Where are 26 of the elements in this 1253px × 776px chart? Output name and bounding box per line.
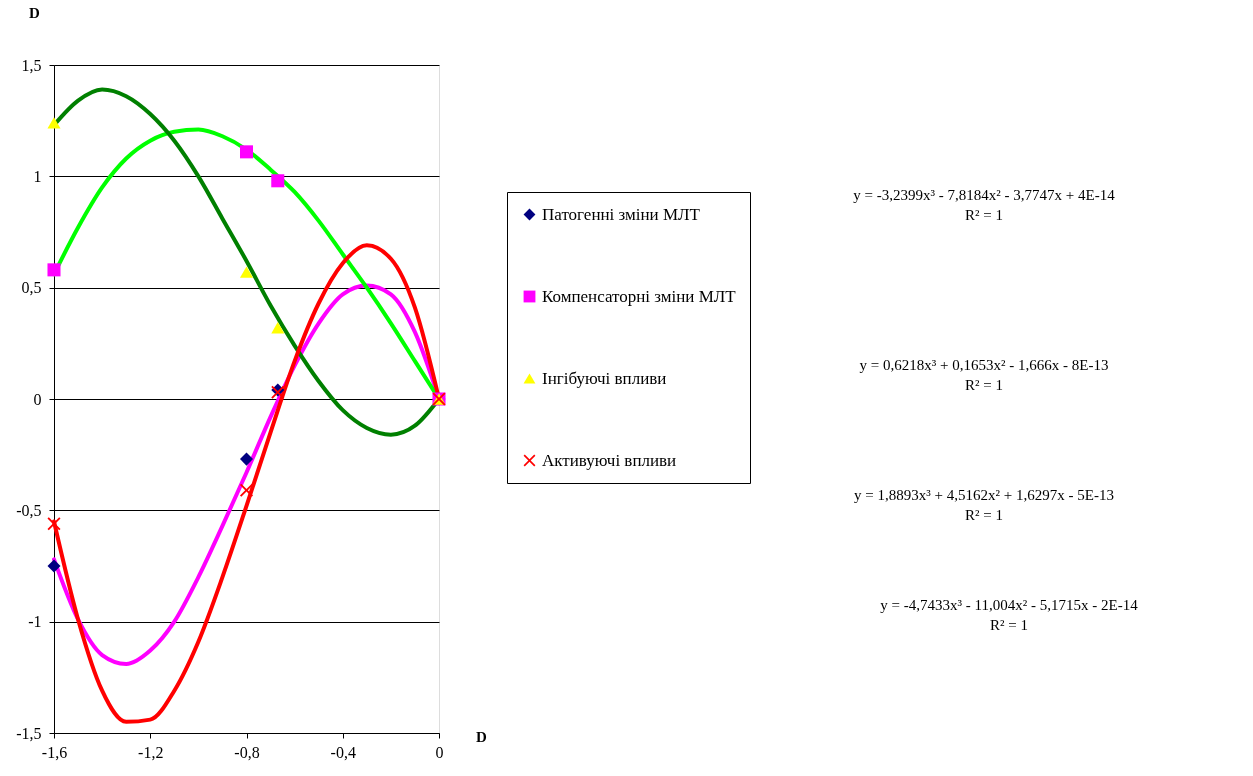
y-tick-label: -1 <box>28 613 42 631</box>
legend-label: Патогенні зміни МЛТ <box>542 204 701 224</box>
x-tick-label: -1,2 <box>138 743 164 761</box>
y-tick-label: 0 <box>33 390 42 408</box>
text: y = 0,6218x³ + 0,1653x² - 1,666x - 8E-13 <box>859 357 1109 373</box>
y-tick-label: 1 <box>33 167 42 185</box>
x-tick-label: 0 <box>435 743 444 761</box>
text: R² = 1 <box>965 507 1003 523</box>
text: R² = 1 <box>965 207 1003 223</box>
text: R² = 1 <box>990 617 1028 633</box>
legend-label: Активуючі впливи <box>542 450 677 470</box>
y-tick-label: 1,5 <box>21 56 42 74</box>
y-tick-label: -0,5 <box>16 501 42 519</box>
legend-label: Інгібуючі впливи <box>542 368 667 388</box>
legend-label: Компенсаторні зміни МЛТ <box>542 286 737 306</box>
text: y = -4,7433x³ - 11,004x² - 5,1715x - 2E-14 <box>880 597 1139 613</box>
x-tick-label: -0,4 <box>330 743 356 761</box>
y-axis-title: D <box>29 4 41 21</box>
x-tick-label: -0,8 <box>234 743 260 761</box>
text: y = -3,2399x³ - 7,8184x² - 3,7747x + 4E-14 <box>853 187 1116 203</box>
y-tick-label: -1,5 <box>16 724 42 742</box>
x-tick-label: -1,6 <box>41 743 68 761</box>
y-tick-label: 0,5 <box>21 279 42 297</box>
text: R² = 1 <box>965 377 1003 393</box>
x-axis-title: D <box>476 728 488 745</box>
text: y = 1,8893x³ + 4,5162x² + 1,6297x - 5E-13 <box>854 487 1114 503</box>
